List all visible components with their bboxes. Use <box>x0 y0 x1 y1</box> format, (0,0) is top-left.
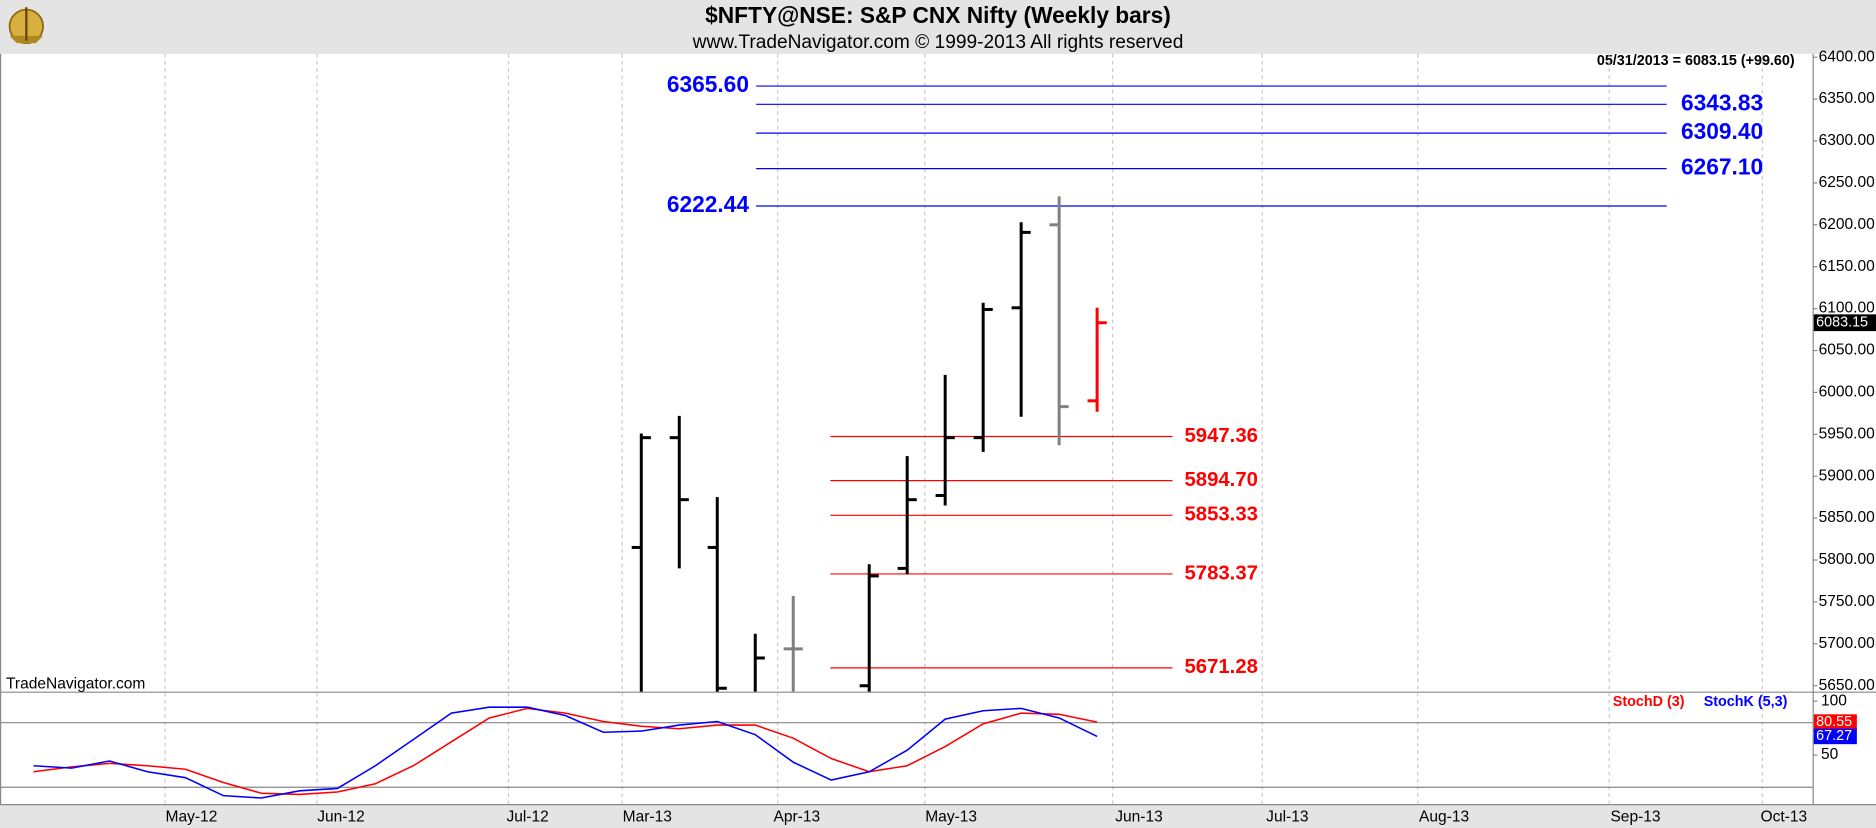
y-tick-label: 50 <box>1821 746 1839 763</box>
legend-entry: StochK (5,3) <box>1704 694 1788 710</box>
value-badge-label: 67.27 <box>1816 728 1852 744</box>
y-tick-label: 5800.00 <box>1819 551 1876 568</box>
last-price-label: 6083.15 <box>1816 315 1868 331</box>
x-tick-label: May-13 <box>925 808 977 825</box>
x-tick-label: Oct-13 <box>1761 808 1808 825</box>
level-label: 6343.83 <box>1681 89 1763 115</box>
stoch-line <box>33 706 1098 799</box>
level-label: 6222.44 <box>667 191 749 217</box>
level-label: 6365.60 <box>667 71 749 97</box>
y-tick-label: 5650.00 <box>1819 677 1876 694</box>
value-badge <box>1813 714 1857 730</box>
y-tick-label: 6400.00 <box>1819 48 1876 65</box>
level-label: 5894.70 <box>1184 469 1257 491</box>
last-quote: 05/31/2013 = 6083.15 (+99.60) <box>1597 53 1795 69</box>
y-tick-label: 6200.00 <box>1819 216 1876 233</box>
level-label: 5947.36 <box>1184 425 1257 447</box>
x-tick-label: Jul-13 <box>1266 808 1308 825</box>
y-tick-label: 5750.00 <box>1819 593 1876 610</box>
level-label: 6309.40 <box>1681 118 1763 144</box>
level-label: 5853.33 <box>1184 504 1257 526</box>
y-tick-label: 6050.00 <box>1819 342 1876 359</box>
value-badge-label: 80.55 <box>1816 714 1852 730</box>
y-tick-label: 100 <box>1821 692 1847 709</box>
y-tick-label: 5950.00 <box>1819 425 1876 442</box>
x-tick-label: Aug-13 <box>1419 808 1469 825</box>
y-tick-label: 5850.00 <box>1819 509 1876 526</box>
watermark: TradeNavigator.com <box>6 676 145 693</box>
x-tick-label: May-12 <box>166 808 218 825</box>
x-tick-label: Jun-13 <box>1115 808 1163 825</box>
y-tick-label: 6250.00 <box>1819 174 1876 191</box>
logo <box>8 7 44 45</box>
x-tick-label: Sep-13 <box>1610 808 1660 825</box>
stoch-line <box>33 707 1098 796</box>
chart-title: $NFTY@NSE: S&P CNX Nifty (Weekly bars) <box>705 2 1171 28</box>
x-tick-label: Jul-12 <box>506 808 548 825</box>
x-tick-label: Apr-13 <box>773 808 820 825</box>
x-axis-band <box>0 804 1876 828</box>
chart-subtitle: www.TradeNavigator.com © 1999-2013 All r… <box>692 32 1184 53</box>
level-label: 5783.37 <box>1184 562 1257 584</box>
level-label: 5671.28 <box>1184 656 1257 678</box>
y-tick-label: 6000.00 <box>1819 384 1876 401</box>
y-tick-label: 6150.00 <box>1819 258 1876 275</box>
y-tick-label: 6350.00 <box>1819 90 1876 107</box>
legend-entry: StochD (3) <box>1613 694 1685 710</box>
y-tick-label: 6100.00 <box>1819 300 1876 317</box>
last-price-box <box>1813 314 1876 332</box>
x-tick-label: Jun-12 <box>317 808 365 825</box>
y-tick-label: 5700.00 <box>1819 635 1876 652</box>
value-badge <box>1813 728 1857 745</box>
y-tick-label: 5900.00 <box>1819 467 1876 484</box>
level-label: 6267.10 <box>1681 154 1763 180</box>
header-band <box>0 0 1876 54</box>
x-tick-label: Mar-13 <box>623 808 672 825</box>
y-tick-label: 6300.00 <box>1819 132 1876 149</box>
